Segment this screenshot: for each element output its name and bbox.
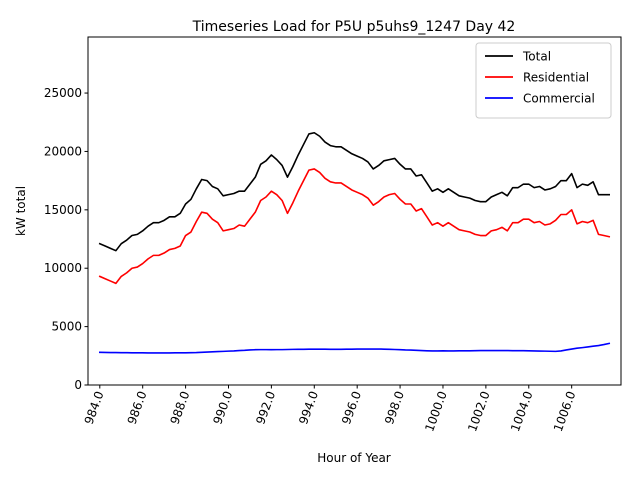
x-tick-label: 1006.0 bbox=[551, 389, 579, 433]
series-line-total bbox=[98, 131, 611, 252]
y-tick-label: 0 bbox=[74, 378, 82, 392]
y-tick-label: 25000 bbox=[44, 86, 82, 100]
y-tick-label: 10000 bbox=[44, 261, 82, 275]
series-line-residential bbox=[98, 168, 611, 285]
legend-label-commercial: Commercial bbox=[523, 92, 595, 106]
x-tick-label: 1004.0 bbox=[508, 389, 536, 433]
y-tick-label: 15000 bbox=[44, 203, 82, 217]
x-tick-label: 994.0 bbox=[296, 389, 321, 426]
x-tick-label: 986.0 bbox=[125, 389, 150, 426]
legend-label-residential: Residential bbox=[523, 71, 589, 85]
x-tick-label: 1002.0 bbox=[465, 389, 493, 433]
series-line-commercial bbox=[98, 342, 611, 354]
x-tick-label: 984.0 bbox=[82, 389, 107, 426]
x-tick-label: 996.0 bbox=[339, 389, 364, 426]
y-axis-label: kW total bbox=[14, 186, 28, 236]
chart-title: Timeseries Load for P5U p5uhs9_1247 Day … bbox=[192, 19, 516, 35]
axes-frame bbox=[87, 36, 622, 386]
x-tick-label: 992.0 bbox=[253, 389, 278, 426]
x-axis-label: Hour of Year bbox=[317, 451, 391, 465]
x-tick-label: 990.0 bbox=[210, 389, 235, 426]
x-tick-label: 1000.0 bbox=[422, 389, 450, 433]
y-tick-label: 5000 bbox=[51, 320, 82, 334]
x-tick-label: 988.0 bbox=[168, 389, 193, 426]
legend-box bbox=[475, 42, 612, 119]
x-tick-label: 998.0 bbox=[382, 389, 407, 426]
legend-label-total: Total bbox=[522, 50, 551, 64]
y-tick-label: 20000 bbox=[44, 144, 82, 158]
